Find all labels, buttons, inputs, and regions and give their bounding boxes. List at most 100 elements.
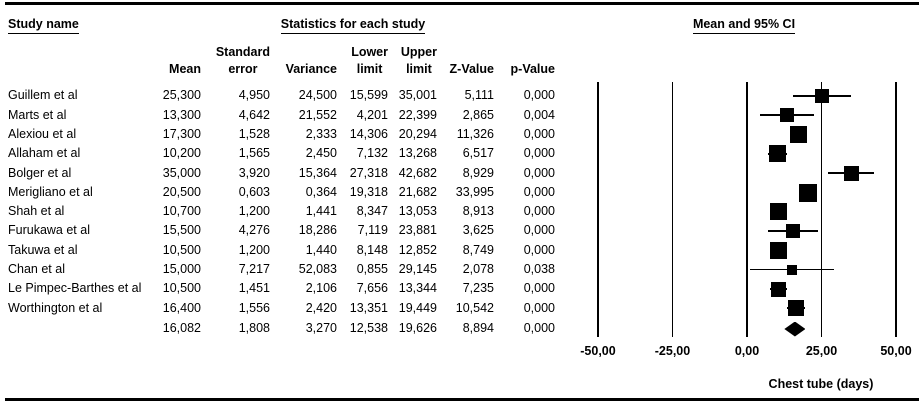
study-name-cell: Allaham et al	[8, 146, 81, 161]
plot-header: Mean and 95% CI	[664, 17, 824, 34]
se-value: 4,642	[238, 107, 270, 122]
variance-value: 52,083	[298, 262, 337, 277]
p-value: 0,000	[523, 184, 555, 199]
se-value: 0,603	[238, 184, 270, 199]
upper-value: 23,881	[398, 223, 437, 238]
gridline	[597, 82, 599, 337]
mean-value: 10,500	[162, 242, 201, 257]
lower-value: 7,656	[356, 281, 388, 296]
mean-box	[779, 108, 794, 123]
lower-value: 19,318	[349, 184, 388, 199]
study-name-cell: Merigliano et al	[8, 184, 93, 199]
se-value: 1,556	[238, 300, 270, 315]
study-row: Takuwa et al 10,500 1,200 1,440 8,148 12,852 8…	[0, 241, 570, 260]
mean-box	[815, 89, 830, 103]
p-value: 0,000	[523, 146, 555, 161]
lower-value: 7,132	[356, 146, 388, 161]
p-value: 0,000	[523, 242, 555, 257]
mean-box	[770, 203, 788, 221]
mean-box	[790, 126, 808, 144]
z-value: 8,749	[462, 242, 494, 257]
study-name-cell: Le Pimpec-Barthes et al	[8, 281, 142, 296]
axis-tick-label: 25,00	[805, 344, 838, 358]
study-row: Bolger et al 35,000 3,920 15,364 27,318 42,68…	[0, 164, 570, 183]
axis-tick-label: 50,00	[880, 344, 912, 358]
p-value: 0,000	[523, 281, 555, 296]
mean-box	[768, 145, 786, 163]
lower-value: 14,306	[349, 126, 388, 141]
mean-box	[787, 300, 804, 317]
study-name-cell: Worthington et al	[8, 300, 103, 315]
variance-value: 15,364	[298, 165, 337, 180]
mean-box	[769, 241, 787, 259]
bottom-border-rule	[5, 398, 919, 401]
study-row: Le Pimpec-Barthes et al 10,500 1,451 2,106 7…	[0, 279, 570, 298]
upper-value: 22,399	[398, 107, 437, 122]
plot-header-label: Mean and 95% CI	[692, 17, 796, 34]
p-value: 0,000	[523, 223, 555, 238]
statistics-header-label: Statistics for each study	[280, 17, 426, 34]
mean-box	[843, 165, 859, 181]
upper-value: 21,682	[398, 184, 437, 199]
top-border-rule	[5, 2, 919, 5]
mean-value: 10,200	[162, 146, 201, 161]
upper-value: 42,682	[398, 165, 437, 180]
z-value: 5,111	[464, 88, 494, 103]
study-name-cell: Marts et al	[8, 107, 67, 122]
variance-value: 1,440	[305, 242, 337, 257]
mean-box	[786, 264, 797, 275]
column-header-variance: Variance	[285, 62, 337, 76]
mean-value: 15,000	[162, 262, 201, 277]
variance-value: 0,364	[305, 184, 337, 199]
summary-row: 16,082 1,808 3,270 12,538 19,626 8,894 0,000	[0, 319, 570, 338]
lower-value: 15,599	[349, 88, 388, 103]
study-row: Shah et al 10,700 1,200 1,441 8,347 13,053 8,9…	[0, 202, 570, 221]
variance-value: 3,270	[305, 321, 337, 336]
study-row: Furukawa et al 15,500 4,276 18,286 7,119 23,8…	[0, 221, 570, 240]
mean-value: 20,500	[162, 184, 201, 199]
p-value: 0,004	[523, 107, 555, 122]
gridline	[895, 82, 897, 337]
study-name-cell: Chan et al	[8, 262, 65, 277]
variance-value: 2,333	[305, 126, 337, 141]
lower-value: 12,538	[349, 321, 388, 336]
upper-value: 13,268	[398, 146, 437, 161]
variance-value: 1,441	[305, 204, 337, 219]
gridline	[671, 82, 674, 337]
study-row: Marts et al 13,300 4,642 21,552 4,201 22,399 2…	[0, 106, 570, 125]
axis-title: Chest tube (days)	[768, 377, 874, 391]
upper-value: 29,145	[398, 262, 437, 277]
lower-value: 7,119	[357, 223, 388, 238]
z-value: 11,326	[456, 126, 494, 141]
se-value: 1,200	[238, 204, 270, 219]
z-value: 7,235	[462, 281, 494, 296]
variance-value: 2,420	[305, 300, 337, 315]
column-header-p: p-Value	[510, 62, 555, 76]
axis-tick-label: -50,00	[580, 344, 616, 358]
z-value: 2,078	[462, 262, 494, 277]
upper-value: 13,344	[398, 281, 437, 296]
study-row: Worthington et al 16,400 1,556 2,420 13,351 1…	[0, 299, 570, 318]
se-value: 1,200	[238, 242, 270, 257]
z-value: 10,542	[455, 300, 494, 315]
statistics-header: Statistics for each study	[263, 17, 443, 34]
column-header-mean: Mean	[169, 62, 201, 76]
p-value: 0,000	[523, 165, 555, 180]
mean-value: 16,082	[162, 321, 201, 336]
p-value: 0,000	[523, 204, 555, 219]
variance-value: 18,286	[298, 223, 337, 238]
se-value: 4,276	[238, 223, 270, 238]
mean-value: 13,300	[162, 107, 201, 122]
study-name-cell: Shah et al	[8, 204, 65, 219]
variance-value: 2,450	[305, 146, 337, 161]
upper-value: 35,001	[398, 88, 437, 103]
upper-value: 19,449	[398, 300, 437, 315]
p-value: 0,038	[523, 262, 555, 277]
upper-value: 20,294	[398, 126, 437, 141]
z-value: 8,913	[462, 204, 494, 219]
lower-value: 4,201	[356, 107, 388, 122]
upper-value: 12,852	[398, 242, 437, 257]
se-value: 1,451	[238, 281, 270, 296]
study-row: Merigliano et al 20,500 0,603 0,364 19,318 21…	[0, 183, 570, 202]
mean-value: 10,700	[162, 204, 201, 219]
